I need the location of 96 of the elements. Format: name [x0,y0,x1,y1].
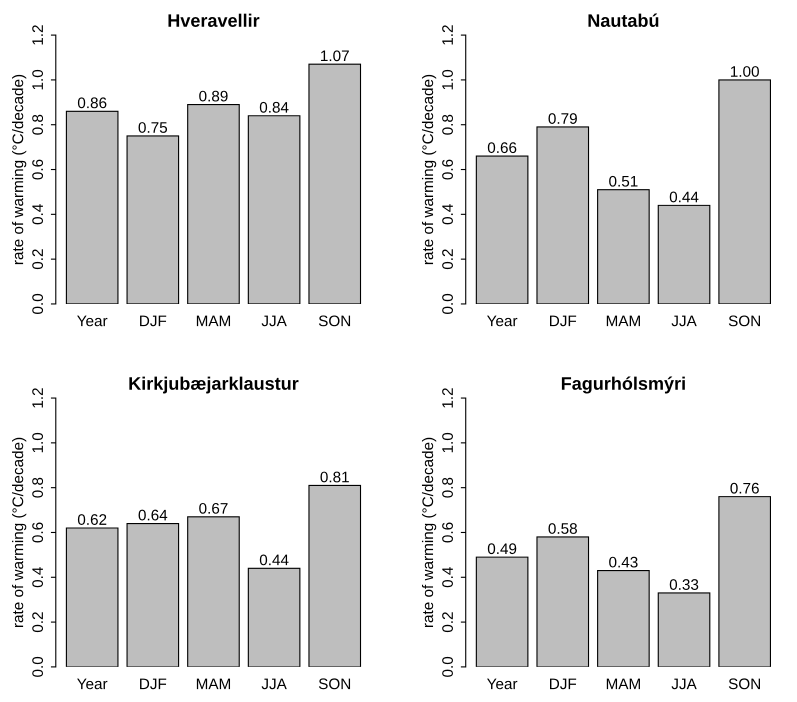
x-tick-label: DJF [550,678,576,690]
x-tick-label: Year [77,678,108,690]
data-label: 0.84 [260,102,289,113]
x-tick-label: JJA [672,678,697,690]
data-label: 0.49 [488,543,516,554]
chart-title: Fagurhólsmýri [562,376,685,394]
x-tick-label: Year [487,678,518,690]
bar [126,522,180,667]
bar [476,156,528,304]
bar [718,496,772,667]
x-tick-label: MAM [606,678,640,690]
y-tick-label: 0.0 [32,294,44,314]
y-tick-label: 1.0 [32,432,44,452]
y-tick-label: 0.2 [442,612,453,632]
x-tick-label: SON [728,678,760,690]
y-tick-label: 1.2 [442,388,453,408]
bar [536,126,590,304]
bar [66,110,118,304]
bar [187,104,240,304]
data-label: 0.43 [609,556,638,568]
y-tick-label: 1.2 [32,388,43,408]
bar [536,536,590,667]
data-label: 0.66 [488,142,516,154]
data-label: 0.64 [138,510,168,520]
bar [187,516,240,667]
y-tick-label: 1.0 [32,70,44,90]
bar [308,64,362,304]
bar [658,204,710,304]
data-label: 1.07 [321,50,349,62]
y-tick-label: 0.8 [32,478,44,498]
bar [308,484,362,667]
y-tick-label: 0.4 [32,204,44,224]
data-label: 0.67 [199,502,228,514]
x-tick-label: DJF [140,678,166,690]
data-label: 0.33 [670,579,698,590]
y-tick-label: 0.2 [32,249,44,270]
data-label: 0.86 [78,97,106,108]
data-label: 0.44 [670,192,698,202]
x-tick-label: MAM [606,316,640,326]
y-tick-label: 1.0 [442,432,453,452]
x-tick-label: JJA [262,678,287,690]
y-axis-title: rate of warming (°C/decade) [12,74,26,264]
y-axis-title: rate of warming (°C/decade) [422,438,436,628]
x-tick-label: JJA [672,316,697,326]
y-tick-label: 0.0 [32,656,44,677]
x-tick-label: DJF [550,316,576,326]
data-label: 0.75 [138,122,168,133]
bar [248,568,300,667]
x-tick-label: SON [318,315,350,326]
x-tick-label: DJF [140,316,166,326]
y-tick-label: 0.0 [442,294,453,314]
y-tick-label: 0.4 [32,567,44,588]
y-tick-label: 0.4 [442,567,453,588]
x-tick-label: SON [728,315,760,326]
x-tick-label: JJA [262,316,287,326]
y-tick-label: 0.4 [442,204,453,224]
chart-title: Kirkjubæjarklaustur [129,376,298,394]
data-label: 0.76 [730,482,759,494]
data-label: 0.44 [260,554,289,566]
y-tick-label: 0.2 [32,612,44,632]
bar [718,79,772,304]
x-tick-label: Year [77,316,108,326]
data-label: 0.62 [78,514,106,525]
y-axis-title: rate of warming (°C/decade) [422,74,436,264]
y-tick-label: 0.6 [442,160,453,180]
y-tick-label: 1.2 [442,25,453,45]
y-tick-label: 0.8 [32,114,44,135]
bar [248,115,300,304]
y-tick-label: 0.6 [442,522,453,542]
y-tick-label: 0.6 [32,522,44,542]
chart-title: Hveravellir [168,14,260,27]
x-tick-label: SON [318,678,350,690]
data-label: 0.81 [320,472,349,482]
data-label: 0.79 [548,113,577,124]
y-tick-label: 0.8 [442,478,453,498]
data-label: 0.58 [548,523,577,534]
x-tick-label: MAM [196,678,230,690]
data-label: 0.89 [199,90,228,102]
bar [126,135,180,304]
data-label: 0.51 [609,176,638,187]
y-axis-title: rate of warming (°C/decade) [12,438,26,628]
chart-title: Nautabú [588,14,658,27]
bar [66,527,118,667]
bar [658,592,710,667]
bar [597,189,650,304]
y-tick-label: 1.0 [442,70,453,90]
y-tick-label: 1.2 [32,25,43,45]
bar [476,556,528,667]
y-tick-label: 0.0 [442,656,453,677]
data-label: 1.00 [730,66,759,77]
x-tick-label: MAM [196,316,230,326]
bar [597,570,650,667]
y-tick-label: 0.2 [442,249,453,270]
y-tick-label: 0.8 [442,114,453,135]
x-tick-label: Year [487,316,518,326]
y-tick-label: 0.6 [32,160,44,180]
